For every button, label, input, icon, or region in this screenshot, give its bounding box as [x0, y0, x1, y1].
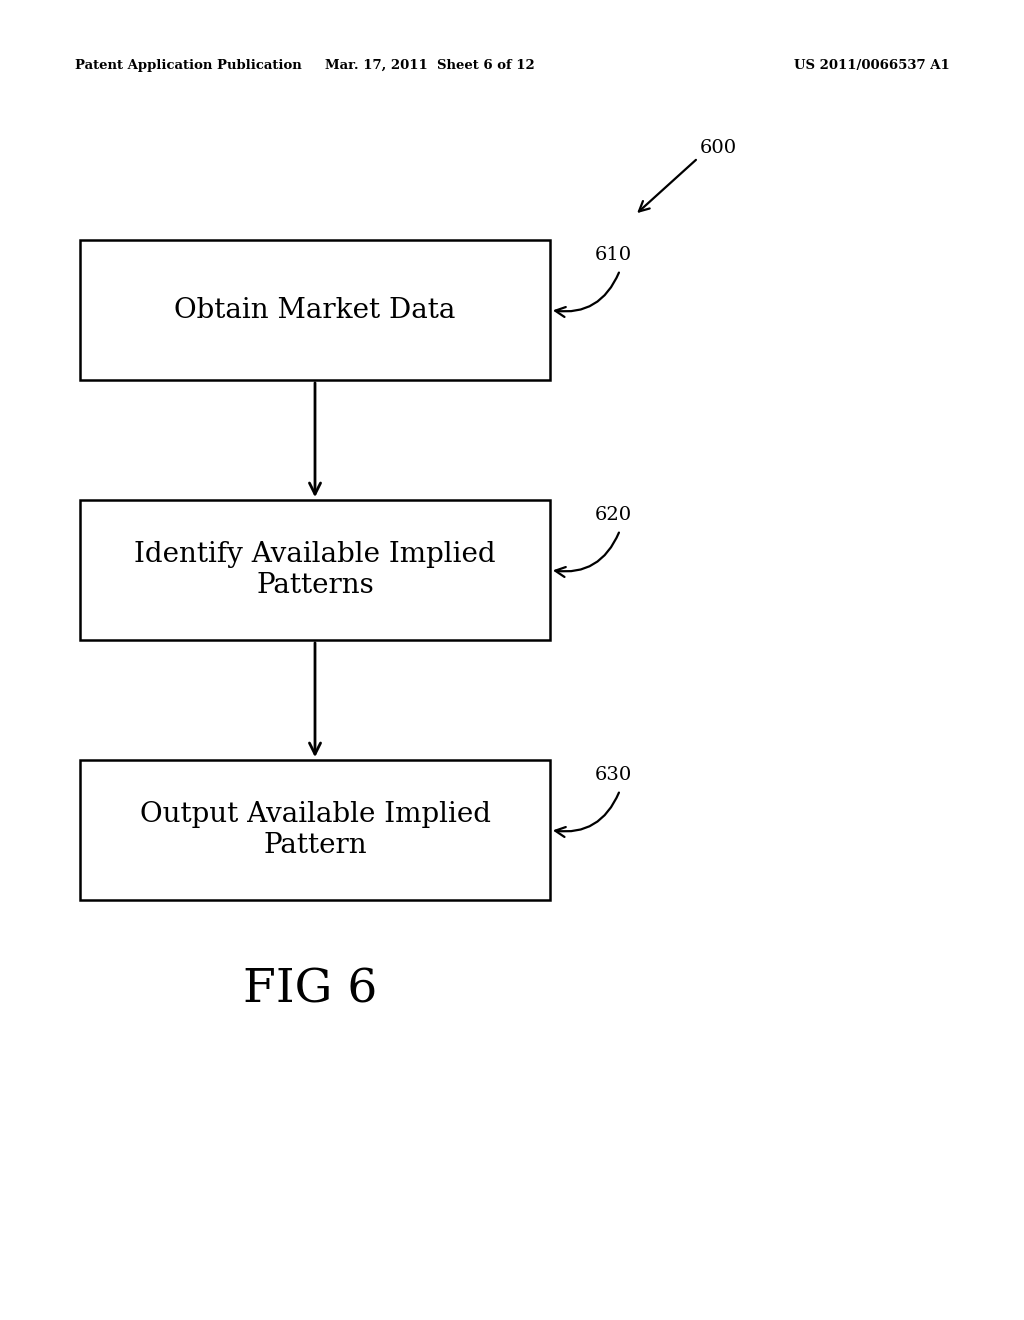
Bar [80, 760, 550, 900]
Text: 630: 630 [595, 766, 632, 784]
Text: 610: 610 [595, 246, 632, 264]
Bar [80, 500, 550, 640]
Text: 620: 620 [595, 506, 632, 524]
Text: Identify Available Implied
Patterns: Identify Available Implied Patterns [134, 541, 496, 599]
Text: Mar. 17, 2011  Sheet 6 of 12: Mar. 17, 2011 Sheet 6 of 12 [326, 58, 535, 71]
Bar [80, 240, 550, 380]
Text: Patent Application Publication: Patent Application Publication [75, 58, 302, 71]
Text: FIG 6: FIG 6 [243, 968, 377, 1012]
Text: US 2011/0066537 A1: US 2011/0066537 A1 [795, 58, 950, 71]
Text: 600: 600 [700, 139, 737, 157]
Text: Output Available Implied
Pattern: Output Available Implied Pattern [139, 801, 490, 859]
Text: Obtain Market Data: Obtain Market Data [174, 297, 456, 323]
